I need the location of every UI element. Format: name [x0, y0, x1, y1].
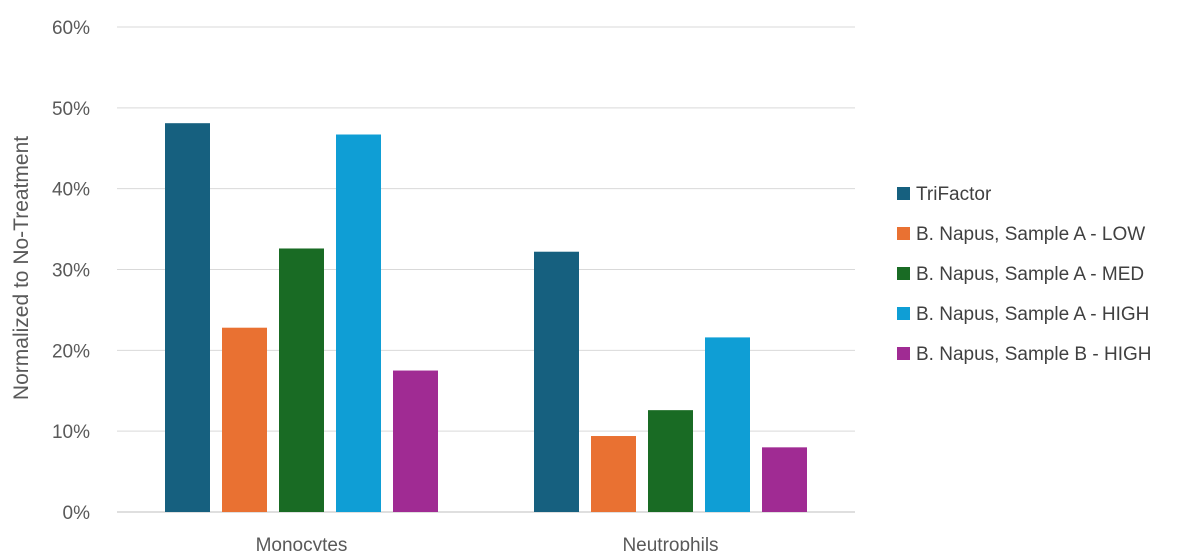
- y-tick-label: 30%: [52, 261, 90, 282]
- y-tick-label: 20%: [52, 341, 90, 362]
- legend-swatch: [897, 187, 910, 200]
- legend-label: TriFactor: [916, 184, 992, 205]
- legend-swatch: [897, 267, 910, 280]
- bar: [648, 410, 693, 512]
- y-axis-label: Normalized to No-Treatment: [10, 136, 33, 400]
- legend-swatch: [897, 227, 910, 240]
- legend-label: B. Napus, Sample B - HIGH: [916, 344, 1151, 365]
- bar: [336, 134, 381, 512]
- bar: [393, 370, 438, 512]
- bar: [279, 248, 324, 512]
- x-category-label: Monocytes: [256, 535, 348, 551]
- y-tick-label: 60%: [52, 18, 90, 39]
- bar: [705, 337, 750, 512]
- legend-label: B. Napus, Sample A - MED: [916, 264, 1144, 285]
- y-tick-label: 10%: [52, 422, 90, 443]
- x-category-label: Neutrophils: [622, 535, 718, 551]
- legend-label: B. Napus, Sample A - HIGH: [916, 304, 1149, 325]
- bar: [762, 447, 807, 512]
- bar: [165, 123, 210, 513]
- legend-swatch: [897, 307, 910, 320]
- y-axis-tick-labels: 0% 10% 20% 30% 40% 50% 60%: [52, 18, 90, 524]
- bar: [591, 436, 636, 512]
- bar: [222, 327, 267, 512]
- y-tick-label: 40%: [52, 180, 90, 201]
- y-tick-label: 0%: [63, 503, 91, 524]
- legend-label: B. Napus, Sample A - LOW: [916, 224, 1145, 245]
- y-tick-label: 50%: [52, 99, 90, 120]
- x-axis-category-labels: Monocytes Neutrophils: [256, 535, 719, 551]
- bars: [165, 123, 807, 513]
- legend-swatch: [897, 347, 910, 360]
- bar: [534, 251, 579, 512]
- legend: TriFactor B. Napus, Sample A - LOW B. Napu…: [897, 184, 1151, 365]
